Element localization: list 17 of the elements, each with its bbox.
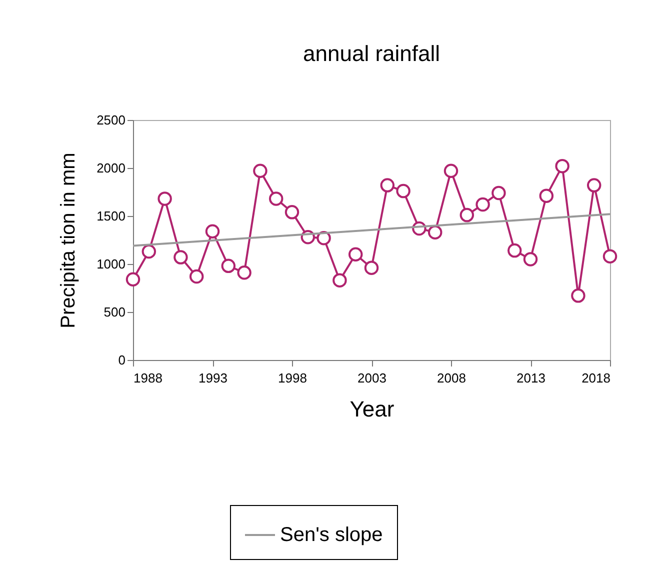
x-axis-title: Year: [350, 396, 394, 422]
x-tick-label: 1998: [278, 370, 307, 386]
y-axis-title: Precipita tion in mm: [58, 152, 80, 328]
x-tick-label: 2008: [437, 370, 466, 386]
y-tick-label: 2000: [96, 160, 126, 176]
legend-label: Sen's slope: [280, 524, 383, 546]
x-tick-label: 1993: [198, 370, 228, 386]
x-tick-label: 2003: [358, 370, 386, 386]
y-tick-label: 1500: [96, 208, 126, 224]
chart-title: annual rainfall: [303, 41, 440, 66]
y-tick-label: 500: [104, 304, 126, 320]
x-tick-label: 2018: [582, 370, 610, 386]
y-tick-label: 0: [118, 352, 126, 368]
y-tick-label: 1000: [96, 256, 126, 272]
y-tick-label: 2500: [96, 112, 126, 128]
x-tick-label: 1988: [134, 370, 162, 386]
x-tick-label: 2013: [516, 370, 546, 386]
